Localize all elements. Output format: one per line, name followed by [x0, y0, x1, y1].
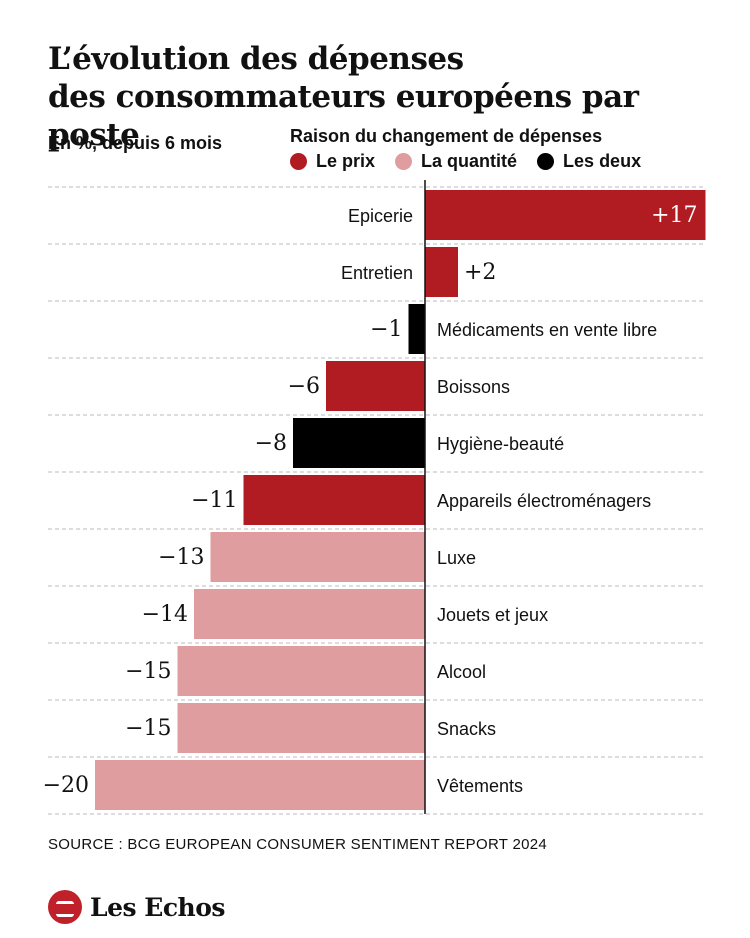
value-label: −8 [255, 431, 287, 456]
bar-2 [425, 247, 458, 297]
category-label: Hygiène-beauté [437, 434, 564, 454]
value-label: −11 [191, 488, 237, 513]
value-label: −20 [43, 773, 89, 798]
category-label: Appareils électroménagers [437, 491, 651, 511]
value-label: +17 [651, 203, 697, 228]
legend-item-prix: Le prix [290, 151, 375, 172]
bar-7 [210, 532, 425, 582]
legend-swatch-quantite [395, 153, 413, 170]
chart-subtitle: En %, depuis 6 mois [48, 133, 223, 153]
value-label: −14 [142, 602, 188, 627]
title-line-1: L’évolution des dépenses [48, 41, 464, 77]
logo-text: Les Echos [90, 892, 225, 922]
bar-chart: Epicerie +17 Entretien +2 Médicaments en ven… [43, 180, 706, 815]
brand-logo: Les Echos [48, 890, 225, 924]
legend-items: Le prix La quantité Les deux [290, 151, 661, 172]
value-label: −15 [125, 659, 171, 684]
source-note: SOURCE : BCG EUROPEAN CONSUMER SENTIMENT… [48, 836, 548, 853]
bar-9 [177, 646, 425, 696]
legend-swatch-prix [290, 153, 307, 170]
legend-title: Raison du changement de dépenses [290, 126, 603, 146]
les-echos-logo-icon [48, 890, 82, 924]
bar-3 [408, 304, 425, 354]
category-label: Snacks [437, 719, 496, 739]
value-label: −1 [370, 317, 402, 342]
bar-1 [425, 190, 706, 240]
legend-label-deux: Les deux [563, 151, 642, 171]
legend: Raison du changement de dépenses Le prix… [290, 126, 661, 172]
category-label: Jouets et jeux [437, 605, 548, 625]
legend-item-quantite: La quantité [395, 151, 517, 172]
bar-11 [95, 760, 425, 810]
bar-10 [177, 703, 425, 753]
category-label: Luxe [437, 548, 476, 568]
category-label: Vêtements [437, 776, 523, 796]
category-label: Epicerie [348, 206, 413, 226]
legend-label-prix: Le prix [316, 151, 376, 171]
legend-swatch-deux [537, 153, 555, 170]
legend-item-deux: Les deux [537, 151, 641, 172]
bar-4 [326, 361, 425, 411]
category-label: Alcool [437, 662, 486, 682]
category-label: Boissons [437, 377, 510, 397]
value-label: −6 [288, 374, 320, 399]
value-label: +2 [464, 260, 496, 285]
category-label: Médicaments en vente libre [437, 320, 657, 340]
chart-title: L’évolution des dépenses des consommateu… [48, 40, 728, 154]
value-label: −13 [158, 545, 204, 570]
value-label: −15 [125, 716, 171, 741]
bar-8 [194, 589, 425, 639]
category-label: Entretien [341, 263, 413, 283]
legend-label-quantite: La quantité [421, 151, 518, 171]
bar-6 [243, 475, 425, 525]
title-line-2: des consommateurs européens par poste [48, 79, 639, 153]
bar-5 [293, 418, 425, 468]
